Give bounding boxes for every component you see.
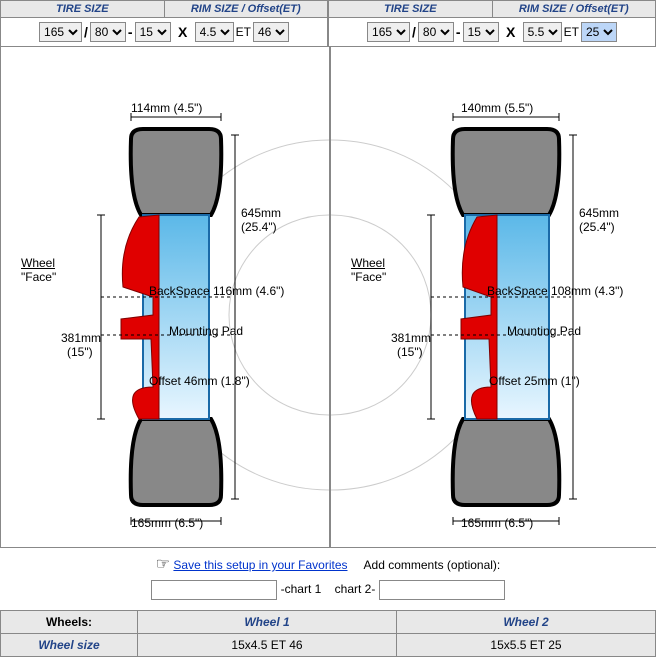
tire-width-select-1[interactable]: 165 xyxy=(39,22,82,42)
chart2-label: chart 2- xyxy=(335,582,376,596)
offset-select-2[interactable]: 25 xyxy=(581,22,617,42)
separator-dash: - xyxy=(456,24,461,40)
offset-select-1[interactable]: 46 xyxy=(253,22,289,42)
header-tire-size-2: TIRE SIZE xyxy=(329,1,493,17)
aspect-select-1[interactable]: 80 xyxy=(90,22,126,42)
rim-diam-select-2[interactable]: 15 xyxy=(463,22,499,42)
hand-icon: ☞ xyxy=(156,556,170,573)
separator-x: X xyxy=(506,24,515,40)
header-rim-size-1: RIM SIZE / Offset(ET) xyxy=(165,1,328,17)
label-backspace-1: BackSpace 116mm (4.6") xyxy=(149,285,284,298)
label-offset-2: Offset 25mm (1") xyxy=(489,375,580,388)
et-label-2: ET xyxy=(564,25,579,39)
rim-diam-select-1[interactable]: 15 xyxy=(135,22,171,42)
label-face-1a: Wheel xyxy=(21,257,55,270)
chart1-comment-input[interactable] xyxy=(151,580,277,600)
label-rimwidth-2: 140mm (5.5") xyxy=(461,102,533,115)
tire-width-select-2[interactable]: 165 xyxy=(367,22,410,42)
header-rim-size-2: RIM SIZE / Offset(ET) xyxy=(493,1,656,17)
wheel2-header: Wheel 2 xyxy=(397,611,656,634)
label-rimwidth-1: 114mm (4.5") xyxy=(131,102,202,115)
label-backspace-2: BackSpace 108mm (4.3") xyxy=(487,285,623,298)
wheel-diagram-2: 140mm (5.5") 645mm (25.4") Wheel "Face" … xyxy=(330,47,656,548)
label-tirediam-1b: (25.4") xyxy=(241,221,277,234)
wheel-diagram-1: 114mm (4.5") 645mm (25.4") Wheel "Face" … xyxy=(0,47,330,548)
save-favorites-link[interactable]: Save this setup in your Favorites xyxy=(173,558,347,572)
header-tire-size-1: TIRE SIZE xyxy=(1,1,165,17)
label-tirediam-2a: 645mm xyxy=(579,207,619,220)
rim-width-select-2[interactable]: 5.5 xyxy=(523,22,562,42)
separator-slash: / xyxy=(412,24,416,40)
label-face-1b: "Face" xyxy=(21,271,56,284)
wheel1-header: Wheel 1 xyxy=(138,611,397,634)
separator-x: X xyxy=(178,24,187,40)
chart2-comment-input[interactable] xyxy=(379,580,505,600)
separator-dash: - xyxy=(128,24,133,40)
chart1-label: -chart 1 xyxy=(281,582,322,596)
aspect-select-2[interactable]: 80 xyxy=(418,22,454,42)
add-comments-label: Add comments (optional): xyxy=(364,558,501,572)
label-mount-1: Mounting Pad xyxy=(169,325,243,338)
label-tirediam-1a: 645mm xyxy=(241,207,281,220)
label-section-1: 165mm (6.5") xyxy=(131,517,203,530)
label-face-2a: Wheel xyxy=(351,257,385,270)
label-offset-1: Offset 46mm (1.8") xyxy=(149,375,250,388)
label-rimdiam-2b: (15") xyxy=(397,346,423,359)
label-rimdiam-2a: 381mm xyxy=(391,332,431,345)
wheels-table: Wheels: Wheel 1 Wheel 2 Wheel size 15x4.… xyxy=(0,610,656,657)
label-rimdiam-1a: 381mm xyxy=(61,332,101,345)
et-label-1: ET xyxy=(236,25,251,39)
rim-width-select-1[interactable]: 4.5 xyxy=(195,22,234,42)
label-face-2b: "Face" xyxy=(351,271,386,284)
separator-slash: / xyxy=(84,24,88,40)
label-mount-2: Mounting Pad xyxy=(507,325,581,338)
label-rimdiam-1b: (15") xyxy=(67,346,93,359)
label-tirediam-2b: (25.4") xyxy=(579,221,615,234)
label-section-2: 165mm (6.5") xyxy=(461,517,533,530)
wheels-header: Wheels: xyxy=(1,611,138,634)
